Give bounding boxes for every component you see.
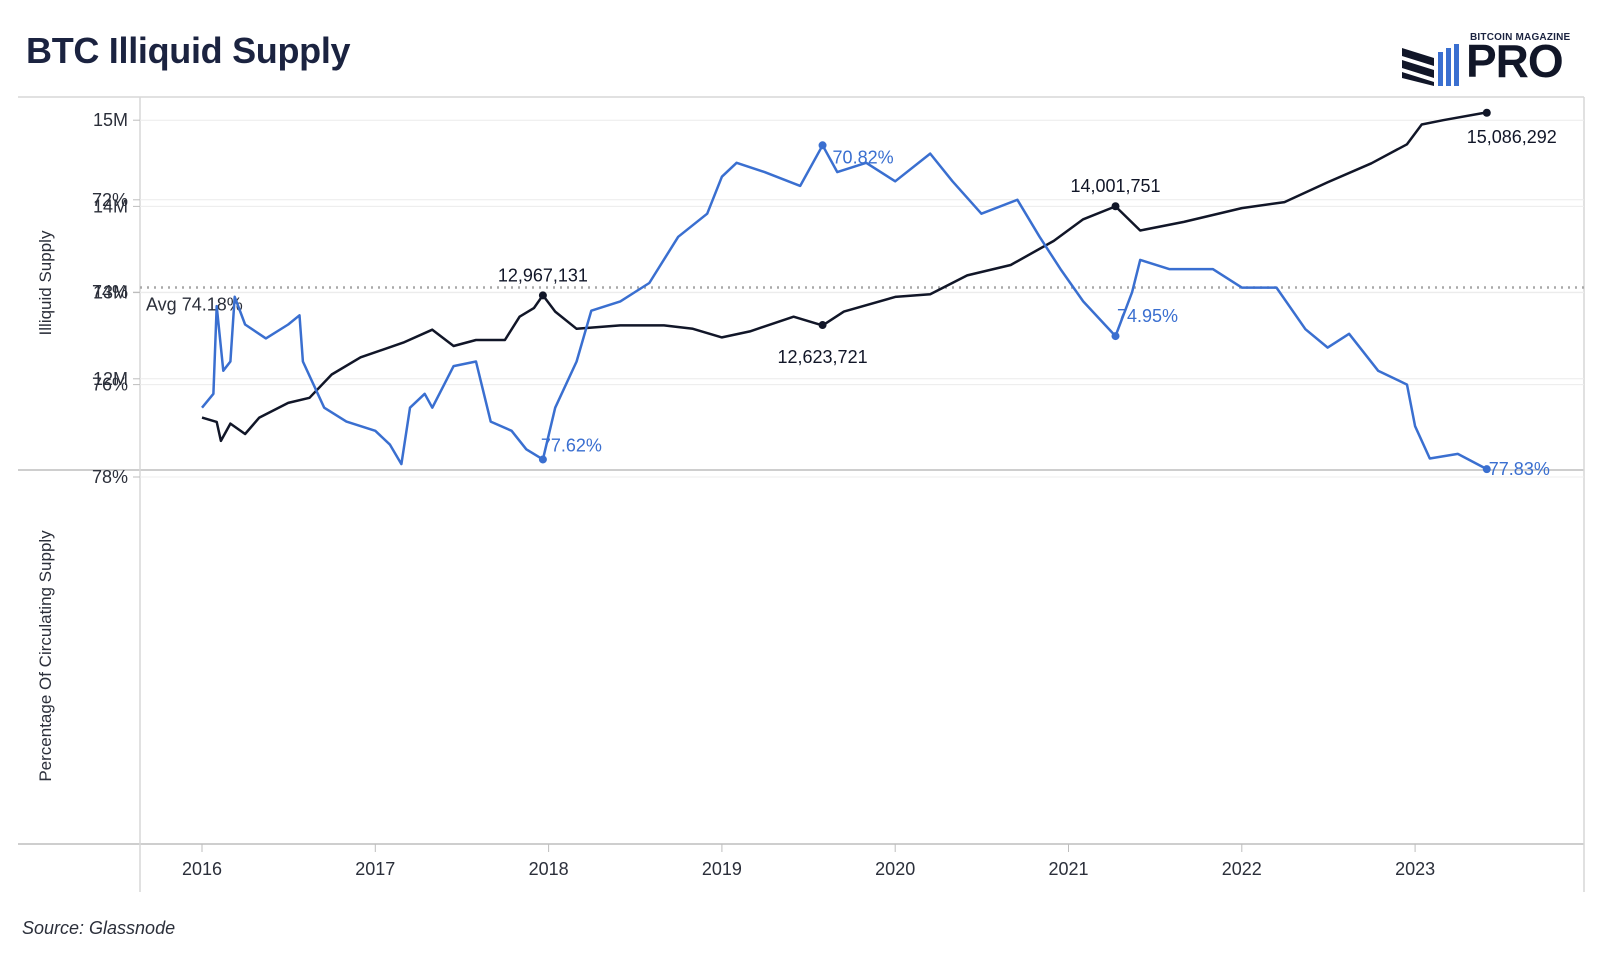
x-axis-ticks: 2016 2017 2018 2019 2020 2021 2022 2023	[182, 844, 1435, 879]
percent-annotation-marker	[1111, 332, 1120, 341]
supply-annotations: 12,967,131 12,623,721 14,001,751 15,086,292	[498, 108, 1557, 367]
supply-tick-label: 13M	[93, 283, 128, 303]
percent-circulating-line	[201, 144, 1488, 471]
percent-y-axis-label: Percentage Of Circulating Supply	[36, 530, 55, 782]
percent-tick-label: 72%	[92, 190, 128, 210]
x-tick-label: 2017	[355, 859, 395, 879]
x-tick-label: 2023	[1395, 859, 1435, 879]
supply-tick-label: 15M	[93, 110, 128, 130]
percent-annotation-label: 77.83%	[1489, 459, 1550, 479]
logo-subtitle: BITCOIN MAGAZINE	[1470, 32, 1571, 43]
percent-y-ticks: 72% 74% 76% 78%	[92, 190, 140, 487]
percent-annotation-label: 74.95%	[1117, 306, 1178, 326]
percent-annotation-label: 77.62%	[541, 435, 602, 455]
x-tick-label: 2020	[875, 859, 915, 879]
chart-frame	[18, 96, 1585, 892]
supply-annotation-label: 14,001,751	[1070, 176, 1160, 196]
average-reference-label: Avg 74.18%	[146, 295, 243, 315]
percent-gridlines	[140, 199, 1584, 478]
percent-tick-label: 78%	[92, 467, 128, 487]
x-tick-label: 2019	[702, 859, 742, 879]
logo-pro: PRO	[1466, 35, 1564, 87]
supply-annotation-marker	[1482, 108, 1491, 117]
supply-tick-label: 12M	[93, 369, 128, 389]
x-tick-label: 2016	[182, 859, 222, 879]
percent-tick-label: 76%	[92, 375, 128, 395]
chart-title: BTC Illiquid Supply	[26, 30, 351, 71]
x-tick-label: 2021	[1048, 859, 1088, 879]
supply-y-axis-label: Illiquid Supply	[36, 230, 55, 335]
percent-annotations: 77.62% 70.82% 74.95% 77.83%	[538, 141, 1550, 479]
x-tick-label: 2022	[1222, 859, 1262, 879]
source-note: Source: Glassnode	[22, 918, 176, 938]
supply-annotation-marker	[818, 321, 827, 330]
x-tick-label: 2018	[529, 859, 569, 879]
percent-annotation-label: 70.82%	[833, 147, 894, 167]
percent-annotation-marker	[818, 141, 827, 150]
supply-annotation-marker	[538, 291, 547, 300]
supply-annotation-label: 12,967,131	[498, 265, 588, 285]
bitcoin-magazine-pro-logo: BITCOIN MAGAZINE PRO	[1400, 32, 1580, 90]
percent-annotation-marker	[1482, 465, 1491, 474]
logo-stripes-icon	[1402, 44, 1459, 86]
supply-annotation-label: 15,086,292	[1467, 127, 1557, 147]
percent-annotation-marker	[538, 455, 547, 464]
percent-tick-label: 74%	[92, 282, 128, 302]
supply-tick-label: 14M	[93, 196, 128, 216]
supply-annotation-label: 12,623,721	[778, 347, 868, 367]
supply-annotation-marker	[1111, 202, 1120, 211]
supply-y-ticks: 12M 13M 14M 15M	[93, 110, 140, 389]
